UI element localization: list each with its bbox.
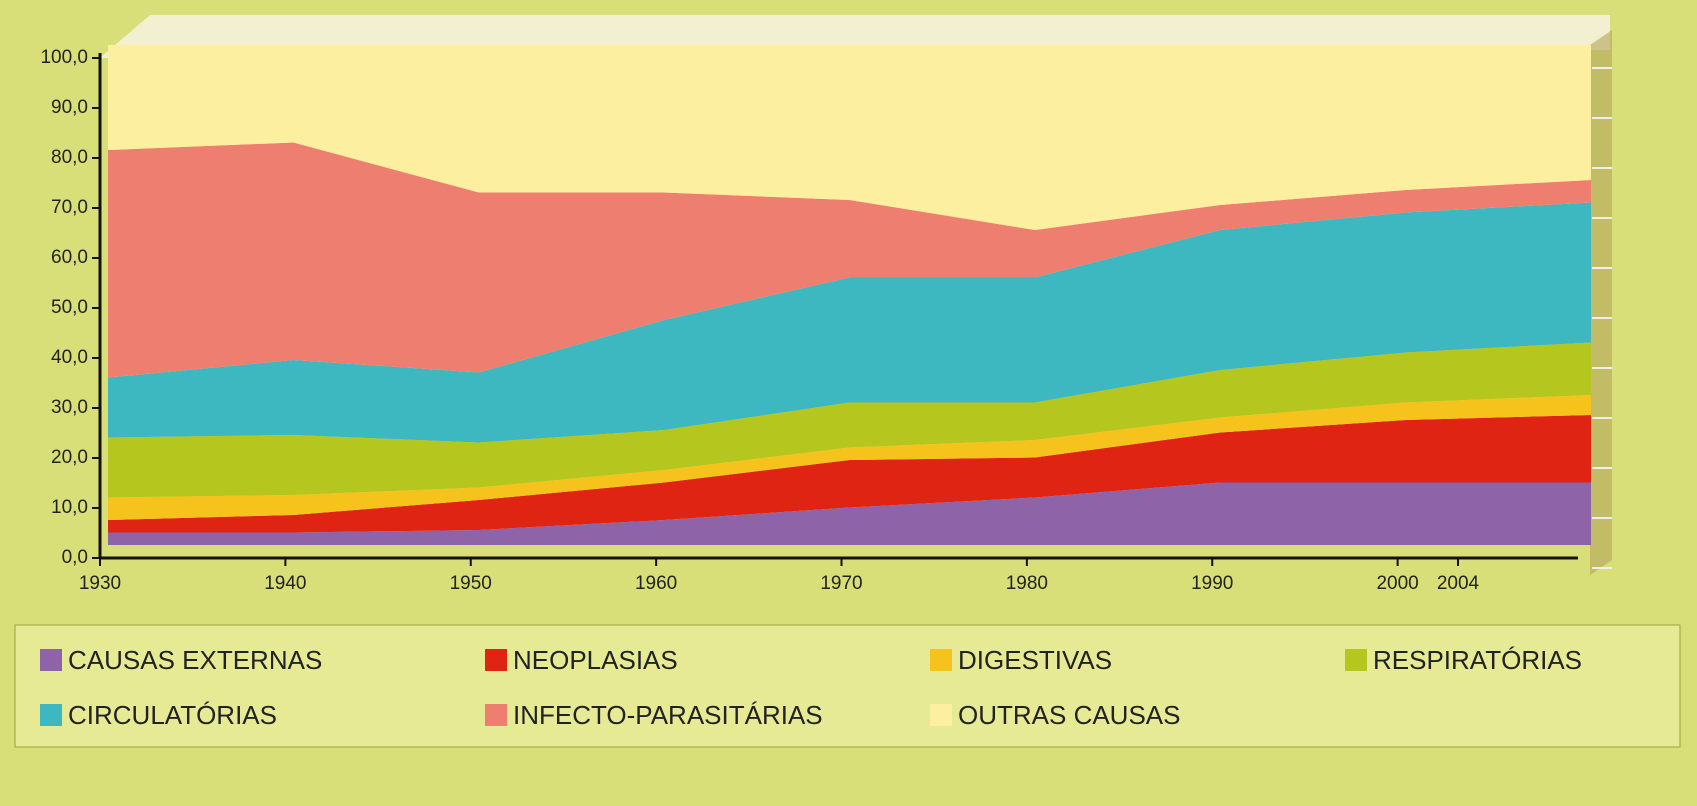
- y-tick-label: 40,0: [51, 347, 88, 368]
- legend-swatch: [1345, 649, 1367, 671]
- x-tick-label: 1930: [79, 573, 121, 594]
- y-tick-label: 60,0: [51, 247, 88, 268]
- x-tick-label: 1990: [1191, 573, 1233, 594]
- x-tick-label: 1940: [264, 573, 306, 594]
- x-tick-label: 1960: [635, 573, 677, 594]
- x-tick-label: 2000: [1376, 573, 1418, 594]
- side-wall: [1590, 30, 1612, 575]
- legend-label: INFECTO-PARASITÁRIAS: [513, 700, 823, 730]
- area: [108, 342, 1591, 498]
- area: [108, 142, 1591, 378]
- legend-swatch: [485, 704, 507, 726]
- area: [108, 202, 1591, 443]
- legend-swatch: [930, 704, 952, 726]
- y-tick-label: 50,0: [51, 297, 88, 318]
- legend-label: OUTRAS CAUSAS: [958, 700, 1181, 730]
- y-tick-label: 70,0: [51, 197, 88, 218]
- legend-box: [14, 624, 1681, 748]
- y-tick-label: 80,0: [51, 147, 88, 168]
- legend-label: CAUSAS EXTERNAS: [68, 645, 322, 675]
- legend-label: DIGESTIVAS: [958, 645, 1112, 675]
- legend-label: NEOPLASIAS: [513, 645, 678, 675]
- legend-swatch: [40, 649, 62, 671]
- x-tick-label: 1970: [820, 573, 862, 594]
- area: [108, 395, 1591, 520]
- x-tick-label: 1980: [1006, 573, 1048, 594]
- y-tick-label: 0,0: [62, 547, 88, 568]
- y-tick-label: 10,0: [51, 497, 88, 518]
- area: [108, 415, 1591, 533]
- legend-swatch: [930, 649, 952, 671]
- y-tick-label: 30,0: [51, 397, 88, 418]
- legend-swatch: [485, 649, 507, 671]
- area: [108, 45, 1591, 230]
- y-tick-label: 20,0: [51, 447, 88, 468]
- x-tick-label: 2004: [1437, 573, 1480, 594]
- area: [108, 482, 1591, 545]
- legend-swatch: [40, 704, 62, 726]
- x-tick-label: 1950: [450, 573, 492, 594]
- legend-label: CIRCULATÓRIAS: [68, 700, 277, 730]
- y-tick-label: 90,0: [51, 97, 88, 118]
- y-tick-label: 100,0: [40, 47, 88, 68]
- legend-label: RESPIRATÓRIAS: [1373, 645, 1582, 675]
